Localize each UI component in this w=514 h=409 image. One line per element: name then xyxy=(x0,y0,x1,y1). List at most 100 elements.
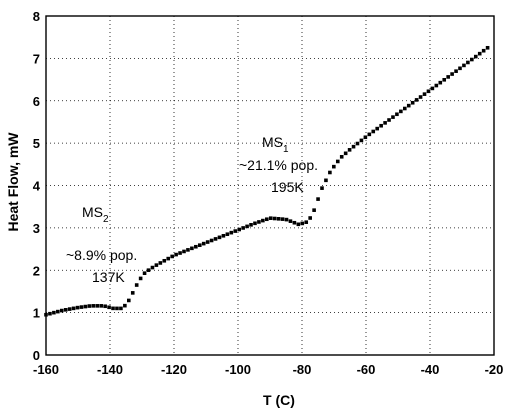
data-point xyxy=(182,249,186,254)
data-point xyxy=(174,252,178,257)
y-tick-labels: 0 1 2 3 4 5 6 7 8 xyxy=(33,9,41,363)
data-point xyxy=(142,271,147,276)
data-point xyxy=(485,45,490,50)
data-point xyxy=(442,77,447,82)
data-point xyxy=(221,233,226,238)
data-point xyxy=(466,60,470,65)
data-point xyxy=(194,244,198,249)
data-point xyxy=(462,63,466,68)
data-point xyxy=(150,265,155,270)
data-point xyxy=(284,217,289,222)
data-point xyxy=(75,305,80,310)
plot-frame xyxy=(45,15,495,356)
data-point xyxy=(123,303,127,308)
data-point xyxy=(406,103,411,108)
data-point xyxy=(249,223,253,227)
data-point xyxy=(119,306,123,311)
data-point xyxy=(261,218,265,223)
data-point xyxy=(209,238,214,243)
data-point xyxy=(229,230,234,235)
data-point xyxy=(83,304,88,309)
annotation-ms1-percent: ~21.1% pop. xyxy=(239,157,318,173)
data-point xyxy=(217,235,222,240)
data-point xyxy=(296,222,301,227)
data-point xyxy=(335,159,340,164)
data-point xyxy=(71,306,76,311)
data-point xyxy=(418,95,423,99)
data-point xyxy=(351,144,356,149)
y-tick-label: 3 xyxy=(33,221,40,236)
data-point xyxy=(115,306,119,311)
data-point xyxy=(383,121,387,125)
data-point xyxy=(343,151,348,156)
data-point xyxy=(48,311,52,316)
data-point xyxy=(391,115,395,119)
data-point xyxy=(446,75,450,79)
data-point xyxy=(454,69,458,73)
data-point xyxy=(103,304,107,309)
y-tick-label: 7 xyxy=(33,51,40,66)
data-point xyxy=(107,305,111,310)
data-point xyxy=(292,220,297,225)
data-point xyxy=(458,66,462,71)
x-tick-label: -140 xyxy=(97,362,123,377)
data-point xyxy=(399,109,403,114)
data-point xyxy=(324,178,328,183)
data-point xyxy=(268,216,273,220)
y-tick-label: 1 xyxy=(33,306,40,321)
data-point xyxy=(339,154,344,159)
data-point xyxy=(481,48,486,53)
data-point xyxy=(375,126,379,131)
data-point xyxy=(355,141,360,146)
data-point xyxy=(95,304,100,308)
data-point xyxy=(201,241,206,246)
x-tick-label: -160 xyxy=(33,362,59,377)
x-tick-label: -20 xyxy=(485,362,504,377)
annotation-ms2-temperature: 137K xyxy=(92,269,125,285)
data-point xyxy=(367,132,372,137)
data-point xyxy=(403,106,407,111)
data-point xyxy=(414,98,419,102)
data-point xyxy=(190,246,194,251)
data-point xyxy=(410,100,415,105)
data-point xyxy=(237,227,241,232)
data-point xyxy=(332,164,336,169)
data-point xyxy=(438,80,443,85)
data-point xyxy=(99,304,103,308)
data-point xyxy=(280,217,285,221)
annotation-ms1: MS1 ~21.1% pop. 195K xyxy=(239,134,318,195)
x-tick-label: -40 xyxy=(421,362,440,377)
data-point xyxy=(79,305,84,309)
annotation-ms2-percent: ~8.9% pop. xyxy=(66,247,137,263)
data-point xyxy=(473,54,478,59)
y-tick-label: 8 xyxy=(33,9,40,24)
data-point xyxy=(186,248,190,252)
x-tick-label: -60 xyxy=(357,362,376,377)
data-point xyxy=(162,258,167,263)
data-point xyxy=(213,237,218,241)
data-point xyxy=(450,72,454,76)
data-point xyxy=(272,216,277,221)
annotation-ms1-title: MS1 xyxy=(262,134,289,155)
data-point xyxy=(178,251,182,255)
data-point xyxy=(363,135,368,140)
annotation-ms2-title: MS2 xyxy=(82,204,109,225)
data-point xyxy=(288,219,293,223)
data-point xyxy=(253,221,257,226)
data-point xyxy=(434,83,439,88)
y-axis-label: Heat Flow, mW xyxy=(5,132,21,232)
data-point xyxy=(328,170,332,175)
data-point xyxy=(158,261,163,265)
data-point xyxy=(257,220,261,224)
data-point xyxy=(395,112,399,117)
data-point xyxy=(138,276,143,281)
data-point xyxy=(225,232,230,237)
data-point xyxy=(87,304,92,308)
data-point xyxy=(197,243,202,247)
data-point xyxy=(371,129,376,134)
y-tick-label: 5 xyxy=(33,136,40,151)
data-point xyxy=(241,226,245,230)
annotation-ms1-temperature: 195K xyxy=(271,179,304,195)
data-point xyxy=(347,148,352,152)
data-point xyxy=(430,86,435,91)
